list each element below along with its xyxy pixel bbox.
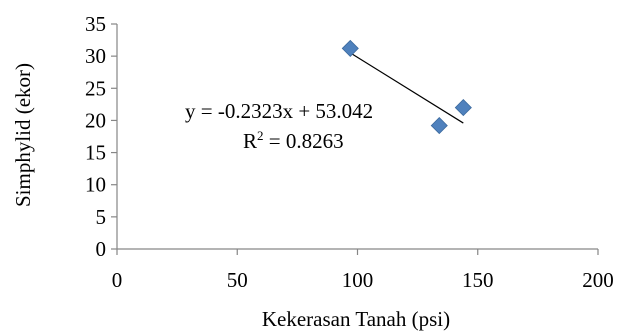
x-tick-label: 150 [462, 268, 494, 292]
x-tick-label: 100 [342, 268, 374, 292]
y-tick-label: 35 [85, 12, 106, 36]
y-tick-labels: 0 5 10 15 20 25 30 35 [85, 12, 106, 261]
x-tick-label: 0 [112, 268, 123, 292]
r-squared-value: = 0.8263 [264, 129, 344, 153]
axes [111, 23, 599, 255]
trendline [349, 52, 464, 124]
x-tick-label: 200 [582, 268, 614, 292]
x-tick-label: 50 [227, 268, 248, 292]
r-squared-superscript: 2 [257, 128, 264, 143]
y-tick-label: 25 [85, 76, 106, 100]
trendline-group [349, 52, 464, 124]
y-tick-label: 15 [85, 141, 106, 165]
data-point [341, 39, 359, 57]
y-axis-title: Simphylid (ekor) [11, 63, 35, 207]
y-tick-label: 20 [85, 108, 106, 132]
x-axis-title: Kekerasan Tanah (psi) [262, 307, 450, 331]
x-tick-labels: 0 50 100 150 200 [112, 268, 614, 292]
y-tick-label: 30 [85, 44, 106, 68]
y-tick-label: 10 [85, 173, 106, 197]
data-points [341, 39, 472, 135]
r-squared-label: R2 = 0.8263 [243, 128, 344, 153]
data-point [430, 117, 448, 135]
y-tick-label: 0 [96, 237, 107, 261]
data-point [454, 99, 472, 117]
trendline-equation: y = -0.2323x + 53.042 [185, 99, 373, 123]
y-tick-label: 5 [96, 205, 107, 229]
r-squared-prefix: R [243, 129, 257, 153]
